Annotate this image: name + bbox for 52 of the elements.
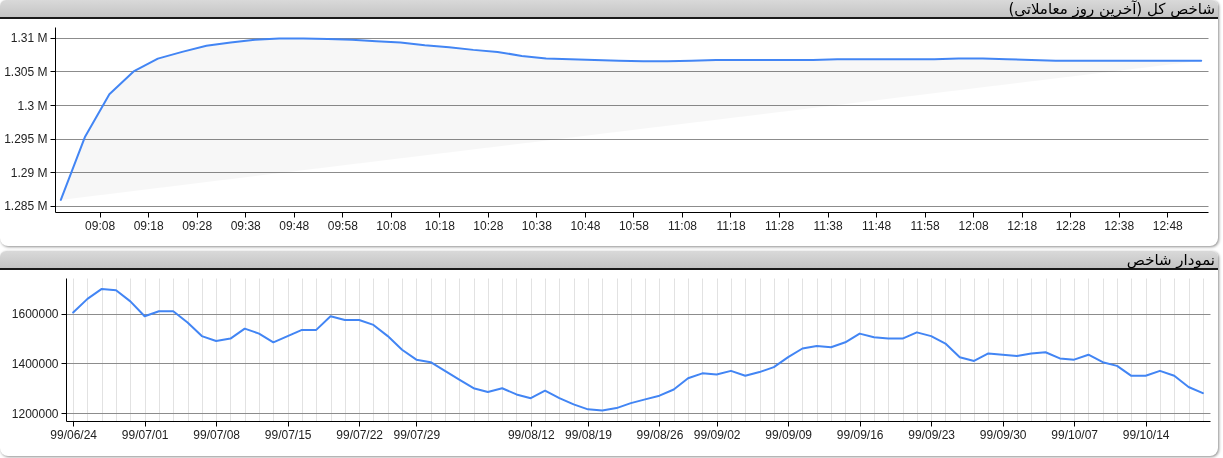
y-tick-label: 1600000 [11, 307, 59, 322]
x-tick-label: 10:38 [521, 218, 553, 233]
x-tick-label: 09:58 [327, 218, 359, 233]
x-tick-label: 99/10/14 [1122, 427, 1170, 442]
x-tick-label: 99/06/24 [50, 427, 98, 442]
x-tick-label: 99/07/15 [264, 427, 312, 442]
x-tick-label: 99/08/19 [565, 427, 613, 442]
line-series [59, 37, 1203, 201]
x-tick-label: 99/08/12 [507, 427, 555, 442]
x-tick-label: 10:08 [376, 218, 407, 233]
x-tick-label: 09:08 [85, 218, 116, 233]
x-tick-label: 09:18 [133, 218, 165, 233]
x-tick-label: 10:48 [570, 218, 601, 233]
x-tick-label: 11:28 [764, 218, 795, 233]
x-tick-label: 99/07/22 [336, 427, 384, 442]
x-tick-label: 10:58 [618, 218, 650, 233]
x-tick-label: 11:08 [667, 218, 698, 233]
x-tick-label: 99/07/01 [121, 427, 169, 442]
y-tick-label: 1.31 M [10, 31, 48, 46]
y-tick-label: 1.29 M [10, 165, 48, 180]
x-tick-label: 99/10/07 [1051, 427, 1099, 442]
x-tick-label: 09:38 [230, 218, 262, 233]
x-tick-label: 12:28 [1055, 218, 1087, 233]
x-tick-label: 11:18 [716, 218, 746, 233]
chart-title: شاخص کل (آخرین روز معاملاتی) [0, 0, 1218, 19]
line-series [72, 287, 1204, 412]
x-tick-label: 99/09/02 [693, 427, 741, 442]
x-tick-label: 99/09/23 [908, 427, 956, 442]
x-tick-label: 11:38 [813, 218, 843, 233]
x-tick-label: 09:28 [182, 218, 213, 233]
x-tick-label: 12:38 [1104, 218, 1135, 233]
x-tick-label: 10:18 [424, 218, 456, 233]
y-tick-label: 1.3 M [17, 98, 48, 113]
x-tick-label: 09:48 [279, 218, 310, 233]
x-tick-label: 11:58 [910, 218, 941, 233]
chart-title: نمودار شاخص [0, 251, 1218, 270]
x-tick-label: 99/09/16 [836, 427, 884, 442]
x-tick-label: 12:48 [1152, 218, 1184, 233]
y-tick-label: 1.285 M [4, 199, 48, 214]
x-tick-label: 99/09/09 [765, 427, 813, 442]
x-tick-label: 99/08/26 [636, 427, 684, 442]
x-tick-label: 99/09/30 [979, 427, 1027, 442]
y-tick-label: 1.305 M [4, 64, 48, 79]
y-tick-label: 1400000 [11, 356, 59, 371]
x-tick-label: 11:48 [862, 218, 892, 233]
x-tick-label: 99/07/08 [193, 427, 241, 442]
x-tick-label: 12:08 [958, 218, 989, 233]
y-tick-label: 1.295 M [4, 132, 48, 147]
x-tick-label: 10:28 [473, 218, 504, 233]
x-tick-label: 99/07/29 [393, 427, 441, 442]
y-tick-label: 1200000 [11, 406, 59, 421]
x-tick-label: 12:18 [1007, 218, 1038, 233]
